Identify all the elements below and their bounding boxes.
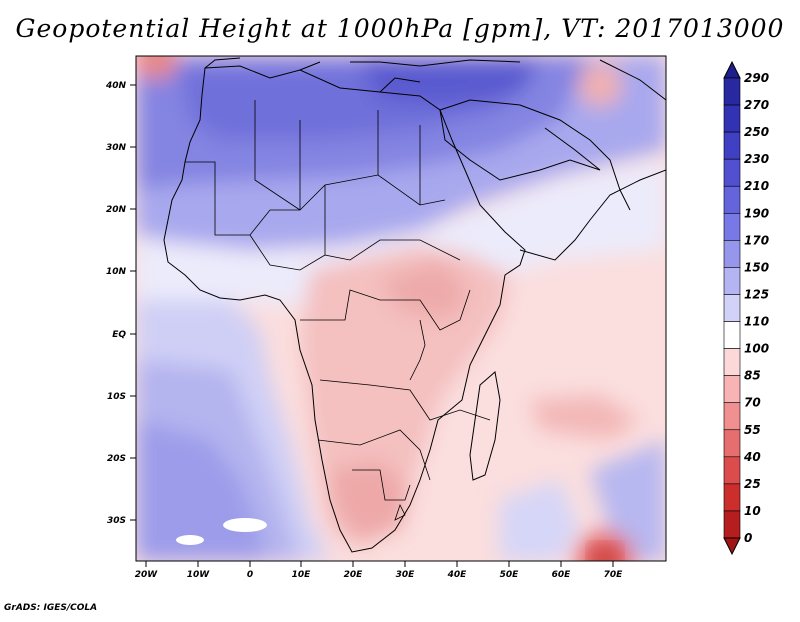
lon-tick: 10E: [292, 561, 312, 580]
lat-label: 10S: [107, 392, 126, 402]
lat-label: 20N: [106, 205, 127, 215]
lon-tick: 30E: [396, 561, 416, 580]
lon-tick: 20E: [344, 561, 364, 580]
lon-tick: 70E: [604, 561, 624, 580]
colorbar-label: 150: [744, 260, 769, 274]
lat-label: 20S: [107, 454, 126, 464]
colorbar-label: 290: [744, 71, 769, 85]
lat-tick: 10S: [107, 392, 136, 402]
colorbar-label: 210: [744, 179, 769, 193]
colorbar-label: 170: [744, 233, 769, 247]
colorbar-swatch: [723, 483, 741, 512]
colorbar-swatch: [723, 456, 741, 485]
lat-label: 10N: [106, 267, 127, 277]
lon-tick: 20W: [135, 561, 159, 580]
lon-label: 70E: [604, 570, 624, 580]
colorbar-label: 250: [744, 125, 769, 139]
lon-label: 20E: [344, 570, 364, 580]
colorbar-label: 40: [743, 450, 761, 464]
colorbar-swatch: [723, 510, 741, 539]
lon-label: 10E: [292, 570, 312, 580]
colorbar-label: 100: [744, 342, 769, 356]
colorbar-swatch: [723, 158, 741, 187]
lat-label: 30S: [107, 516, 126, 526]
colorbar-label: 0: [744, 531, 752, 545]
lat-tick: 30N: [106, 143, 136, 153]
coastlines: [163, 57, 666, 553]
lon-axis: 20W 10W 0 10E 20E 30E 40E 50E 60E 70E: [135, 561, 623, 580]
colorbar-swatch: [723, 375, 741, 404]
map-frame: [135, 55, 667, 562]
colorbar-swatch: [723, 267, 741, 295]
colorbar-label: 110: [744, 315, 769, 329]
lon-tick: 50E: [500, 561, 520, 580]
lat-label: 40N: [105, 81, 127, 91]
lon-tick: 60E: [552, 561, 572, 580]
lon-label: 40E: [447, 570, 468, 580]
lon-label: 20W: [135, 570, 159, 580]
colorbar-swatch: [723, 348, 741, 376]
colorbar-label: 125: [744, 287, 769, 301]
lat-label: 30N: [106, 143, 127, 153]
height-field: [136, 56, 666, 561]
grads-credit: GrADS: IGES/COLA: [4, 603, 98, 613]
colorbar-label: 10: [744, 504, 761, 518]
colorbar-label: 230: [744, 152, 769, 166]
colorbar-label: 55: [744, 423, 761, 437]
lat-tick: EQ: [112, 330, 136, 340]
colorbar-swatch: [723, 77, 741, 106]
lat-tick: 40N: [105, 81, 136, 91]
colorbar-arrow-bottom: [723, 537, 741, 556]
colorbar-swatch: [723, 131, 741, 160]
colorbar-swatch: [723, 185, 741, 214]
colorbar-label: 190: [744, 206, 769, 220]
colorbar-swatch: [723, 402, 741, 431]
colorbar-swatch: [723, 104, 741, 133]
lon-tick: 40E: [447, 561, 468, 580]
colorbar-swatch: [723, 212, 741, 241]
lat-tick: 10N: [106, 267, 136, 277]
colorbar-arrow-top: [723, 60, 741, 79]
lat-tick: 30S: [107, 516, 136, 526]
colorbar-label: 70: [744, 396, 761, 410]
colorbar-swatch: [723, 240, 741, 268]
chart-title: Geopotential Height at 1000hPa [gpm], VT…: [15, 14, 785, 43]
colorbar-swatch: [723, 429, 741, 458]
colorbar-label: 25: [744, 477, 761, 491]
lon-label: 10W: [187, 570, 211, 580]
lon-label: 0: [247, 570, 253, 580]
lat-axis: 40N 30N 20N 10N EQ 10S 20S 30S: [105, 81, 136, 526]
lon-label: 50E: [500, 570, 520, 580]
lon-tick: 0: [247, 561, 253, 580]
colorbar-label: 85: [744, 369, 761, 383]
colorbar-swatch: [723, 321, 741, 349]
lon-label: 60E: [552, 570, 572, 580]
country-borders: [185, 100, 491, 521]
colorbar-swatch: [723, 294, 741, 322]
colorbar: 2902702502302101901701501251101008570554…: [723, 60, 769, 556]
lon-label: 30E: [396, 570, 416, 580]
lat-tick: 20S: [107, 454, 136, 464]
lat-tick: 20N: [106, 205, 136, 215]
lat-label: EQ: [112, 330, 126, 340]
colorbar-label: 270: [744, 98, 769, 112]
lon-tick: 10W: [187, 561, 211, 580]
